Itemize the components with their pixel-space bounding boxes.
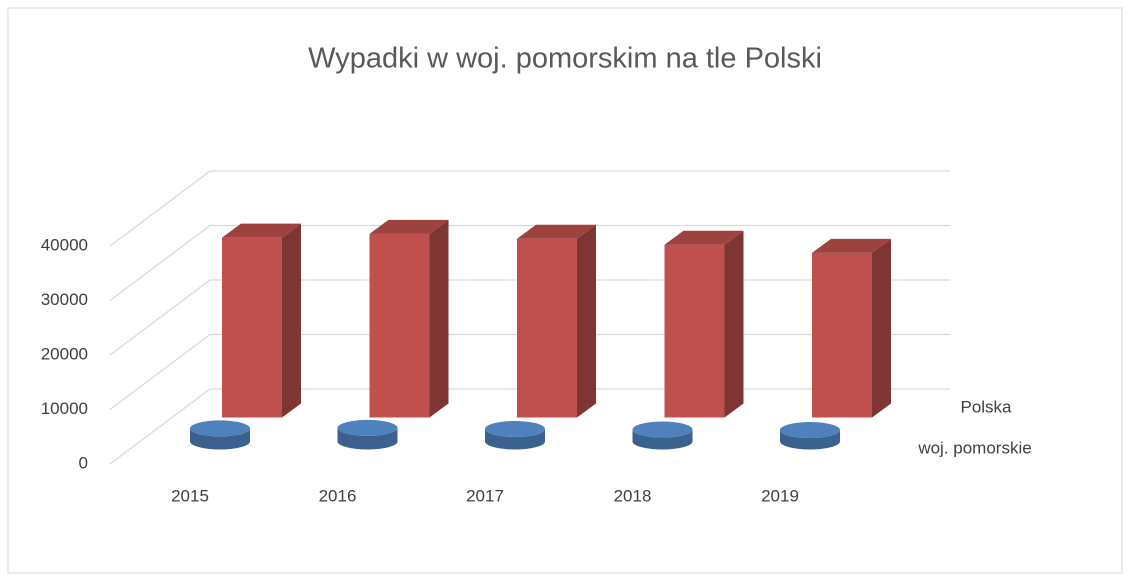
bar: [222, 223, 301, 418]
bar-top: [222, 223, 301, 238]
y-tick-label: 40000: [41, 235, 88, 254]
y-tick-label: 30000: [41, 290, 88, 309]
disc: [337, 419, 398, 450]
disc: [190, 420, 251, 450]
x-tick-label: 2017: [466, 486, 504, 505]
disc-top: [485, 420, 545, 437]
disc-top: [337, 419, 398, 436]
disc: [632, 421, 693, 450]
x-tick-label: 2018: [614, 486, 652, 505]
disc-top: [632, 421, 693, 438]
bar: [812, 238, 891, 418]
bar: [369, 219, 449, 418]
bar-side: [429, 219, 449, 418]
grid-line: [109, 170, 950, 247]
bar: [517, 224, 596, 418]
disc-side: [780, 430, 840, 450]
chart-title: Wypadki w woj. pomorskim na tle Polski: [308, 43, 822, 75]
bar-front: [222, 237, 282, 418]
bar-side: [872, 238, 891, 418]
disc-side: [190, 428, 251, 450]
grid-line: [109, 224, 950, 302]
y-tick-label: 0: [79, 453, 88, 472]
bar-front: [517, 238, 577, 418]
bar-side: [577, 224, 596, 418]
disc: [485, 420, 545, 450]
bar-top: [664, 230, 744, 245]
bar-side: [724, 230, 744, 418]
bar-front: [369, 233, 430, 418]
bar-front: [664, 244, 725, 418]
bar-top: [369, 219, 449, 234]
disc-side: [485, 428, 545, 450]
disc-top: [780, 422, 840, 439]
x-tick-label: 2015: [171, 486, 209, 505]
bar-front: [812, 252, 872, 418]
disc: [780, 422, 840, 450]
bar-side: [282, 223, 301, 418]
disc-top: [190, 420, 250, 437]
x-tick-label: 2019: [761, 486, 799, 505]
x-tick-label: 2016: [319, 486, 357, 505]
disc-side: [337, 427, 398, 450]
legend-label: Polska: [960, 397, 1012, 416]
bar-top: [517, 224, 596, 239]
legend-label: woj. pomorskie: [917, 438, 1031, 457]
bar: [664, 230, 744, 418]
y-tick-label: 20000: [41, 344, 88, 363]
disc-side: [632, 429, 693, 450]
bar-top: [812, 238, 891, 253]
y-tick-label: 10000: [41, 399, 88, 418]
